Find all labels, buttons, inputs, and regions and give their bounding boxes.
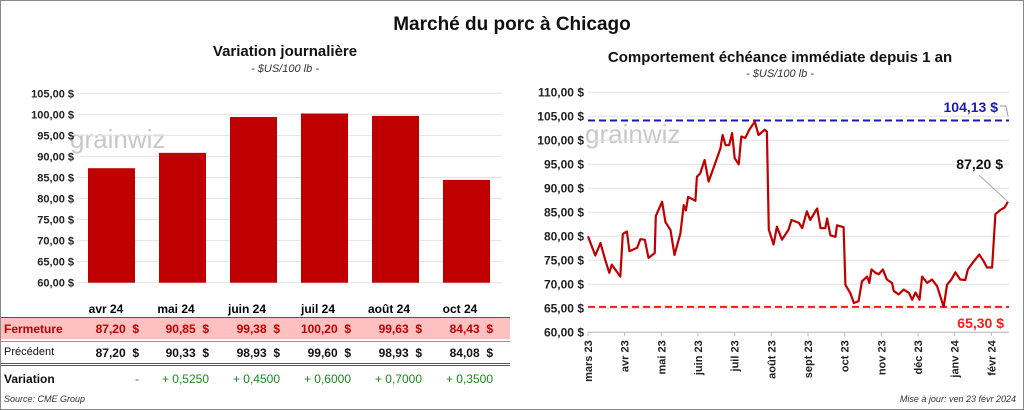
table-row-change: Variation - + 0,5250 + 0,4500 + 0,6000 + 0,7… <box>1 368 510 390</box>
previous-cell: 87,20 $ <box>95 346 139 360</box>
watermark-logo: grainwiz <box>585 119 680 149</box>
table-row-close: Fermeture 87,20 $ 90,85 $ 99,38 $ 100,20 $ 9… <box>1 317 510 339</box>
x-tick-label: mai 23 <box>656 340 668 374</box>
y-tick-label: 90,00 $ <box>37 151 74 163</box>
y-tick-label: 105,00 $ <box>537 109 584 123</box>
change-cell: + 0,6000 <box>303 372 351 386</box>
x-tick-label: mars 23 <box>583 340 595 382</box>
y-tick-label: 75,00 $ <box>37 215 74 227</box>
y-tick-label: 60,00 $ <box>544 325 584 339</box>
bar-mai-24 <box>159 152 206 283</box>
source-note: Source: CME Group <box>4 394 86 404</box>
y-tick-label: 70,00 $ <box>544 277 584 291</box>
y-tick-label: 95,00 $ <box>544 157 584 171</box>
change-cell: + 0,5250 <box>161 372 209 386</box>
previous-cell: 98,93 $ <box>378 346 422 360</box>
line-chart-subtitle: - $US/100 lb - <box>746 68 814 80</box>
bar-juil-24 <box>301 113 348 283</box>
last-price-leader <box>978 174 1009 203</box>
bar-août-24 <box>372 115 419 283</box>
y-tick-label: 60,00 $ <box>37 278 74 290</box>
y-tick-label: 90,00 $ <box>544 181 584 195</box>
change-cell: + 0,3500 <box>445 372 493 386</box>
close-cell: 84,43 $ <box>449 322 493 336</box>
close-cell: 100,20 $ <box>300 322 351 336</box>
y-tick-label: 85,00 $ <box>37 172 74 184</box>
close-cell: 99,38 $ <box>236 322 280 336</box>
bar-oct-24 <box>443 179 490 283</box>
watermark-logo: grainwiz <box>70 124 165 154</box>
row-label-previous: Précédent <box>4 346 55 358</box>
x-tick-label: août 23 <box>766 340 778 379</box>
y-tick-label: 100,00 $ <box>537 133 584 147</box>
update-date: Mise à jour: ven 23 févr 2024 <box>899 394 1016 404</box>
columns-cell: oct 24 <box>442 302 478 316</box>
x-tick-label: nov 23 <box>876 340 888 375</box>
page-title: Marché du porc à Chicago <box>393 14 631 35</box>
row-label-change: Variation <box>4 372 55 386</box>
high-label-leader <box>1000 105 1009 117</box>
y-tick-label: 75,00 $ <box>544 253 584 267</box>
previous-cell: 98,93 $ <box>236 346 280 360</box>
columns-cell: avr 24 <box>88 302 124 316</box>
x-tick-label: avr 23 <box>620 340 632 372</box>
columns-cell: juil 24 <box>300 302 335 316</box>
last-price-label: 87,20 $ <box>956 156 1003 172</box>
x-tick-label: sept 23 <box>803 340 815 378</box>
x-tick-label: févr 24 <box>986 339 998 375</box>
y-tick-label: 65,00 $ <box>544 301 584 315</box>
change-cell: + 0,4500 <box>232 372 280 386</box>
close-cell: 87,20 $ <box>95 322 139 336</box>
high-label: 104,13 $ <box>944 99 999 115</box>
columns-cell: juin 24 <box>227 302 266 316</box>
bar-chart-subtitle: - $US/100 lb - <box>251 63 319 75</box>
price-line <box>586 120 1009 308</box>
previous-cell: 90,33 $ <box>165 346 209 360</box>
bar-chart-title: Variation journalière <box>212 43 358 60</box>
y-tick-label: 110,00 $ <box>538 85 584 99</box>
change-cell: + 0,7000 <box>374 372 422 386</box>
close-cell: 99,63 $ <box>378 322 422 336</box>
change-cell: - <box>135 372 139 386</box>
previous-cell: 99,60 $ <box>307 346 351 360</box>
columns-cell: mai 24 <box>157 302 195 316</box>
x-tick-label: janv 24 <box>950 339 962 378</box>
y-tick-label: 105,00 $ <box>31 88 74 100</box>
line-chart-title: Comportement échéance immédiate depuis 1… <box>607 49 953 66</box>
y-tick-label: 85,00 $ <box>544 205 584 219</box>
y-tick-label: 95,00 $ <box>37 130 74 142</box>
table-row-previous: Précédent 87,20 $ 90,33 $ 98,93 $ 99,60 $ 98… <box>1 341 510 366</box>
x-tick-label: oct 23 <box>840 340 852 372</box>
y-tick-label: 80,00 $ <box>37 194 74 206</box>
y-tick-label: 70,00 $ <box>37 236 74 248</box>
y-tick-label: 80,00 $ <box>544 229 584 243</box>
bar-juin-24 <box>230 116 277 283</box>
row-label-close: Fermeture <box>4 322 63 336</box>
x-tick-label: déc 23 <box>913 340 925 374</box>
x-tick-label: juil 23 <box>730 340 742 372</box>
y-tick-label: 65,00 $ <box>37 257 74 269</box>
y-tick-label: 100,00 $ <box>31 109 74 121</box>
close-cell: 90,85 $ <box>165 322 209 336</box>
previous-cell: 84,08 $ <box>449 346 493 360</box>
columns-cell: août 24 <box>367 302 410 316</box>
low-label: 65,30 $ <box>957 315 1004 331</box>
table-header-row: avr 24 mai 24 juin 24 juil 24 août 24 oct 24 <box>1 298 510 320</box>
bar-avr-24 <box>88 168 135 283</box>
x-tick-label: juin 23 <box>693 340 705 376</box>
